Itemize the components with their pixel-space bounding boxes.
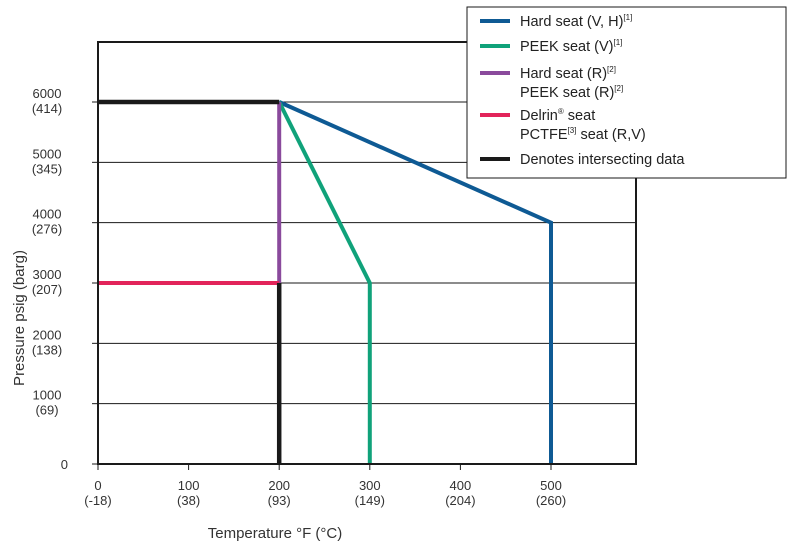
legend-label-intersecting-0: Denotes intersecting data — [520, 152, 685, 168]
legend-label-delrin-pctfe-seat-1: PCTFE[3] seat (R,V) — [520, 126, 646, 143]
series-line-hard-seat-vh — [278, 100, 553, 464]
x-tick-label-0: 0 — [94, 478, 101, 493]
x-tick-label-300: 300 — [359, 478, 381, 493]
y-tick-sublabel-2000: (138) — [32, 342, 62, 357]
legend-label-peek-seat-v-0: PEEK seat (V)[1] — [520, 38, 622, 55]
y-tick-label-2000: 2000 — [33, 327, 62, 342]
y-tick-sublabel-3000: (207) — [32, 282, 62, 297]
x-tick-label-400: 400 — [450, 478, 472, 493]
plot-area-frame — [97, 41, 637, 465]
x-tick-sublabel-200: (93) — [268, 493, 291, 508]
y-tick-sublabel-6000: (414) — [32, 101, 62, 116]
x-tick-sublabel-400: (204) — [445, 493, 475, 508]
x-tick-label-200: 200 — [268, 478, 290, 493]
y-axis-title: Pressure psig (barg) — [11, 250, 28, 386]
x-tick-label-500: 500 — [540, 478, 562, 493]
legend: Hard seat (V, H)[1] PEEK seat (V)[1] Hard … — [466, 6, 787, 179]
y-tick-sublabel-4000: (276) — [32, 222, 62, 237]
axis-ticks: 0(-18)100(38)200(93)300(149)400(204)500(… — [32, 86, 566, 508]
y-tick-label-1000: 1000 — [33, 388, 62, 403]
x-axis-title: Temperature °F (°C) — [208, 525, 343, 542]
series-line-peek-seat-v — [277, 101, 372, 464]
series-lines — [98, 99, 553, 464]
legend-box — [466, 6, 787, 179]
y-tick-label-0: 0 — [61, 457, 68, 472]
x-tick-sublabel-300: (149) — [355, 493, 385, 508]
y-tick-sublabel-5000: (345) — [32, 161, 62, 176]
legend-label-hard-peek-seat-r-1: PEEK seat (R)[2] — [520, 84, 623, 101]
x-tick-label-100: 100 — [178, 478, 200, 493]
x-tick-sublabel-500: (260) — [536, 493, 566, 508]
legend-label-delrin-pctfe-seat-0: Delrin® seat — [520, 107, 595, 124]
y-tick-label-6000: 6000 — [33, 86, 62, 101]
y-tick-label-4000: 4000 — [33, 207, 62, 222]
legend-label-hard-seat-vh-0: Hard seat (V, H)[1] — [520, 13, 632, 30]
legend-label-hard-peek-seat-r-0: Hard seat (R)[2] — [520, 65, 616, 82]
x-tick-sublabel-100: (38) — [177, 493, 200, 508]
y-tick-label-3000: 3000 — [33, 267, 62, 282]
y-tick-sublabel-1000: (69) — [35, 403, 58, 418]
x-tick-sublabel-0: (-18) — [84, 493, 111, 508]
y-tick-label-5000: 5000 — [33, 146, 62, 161]
